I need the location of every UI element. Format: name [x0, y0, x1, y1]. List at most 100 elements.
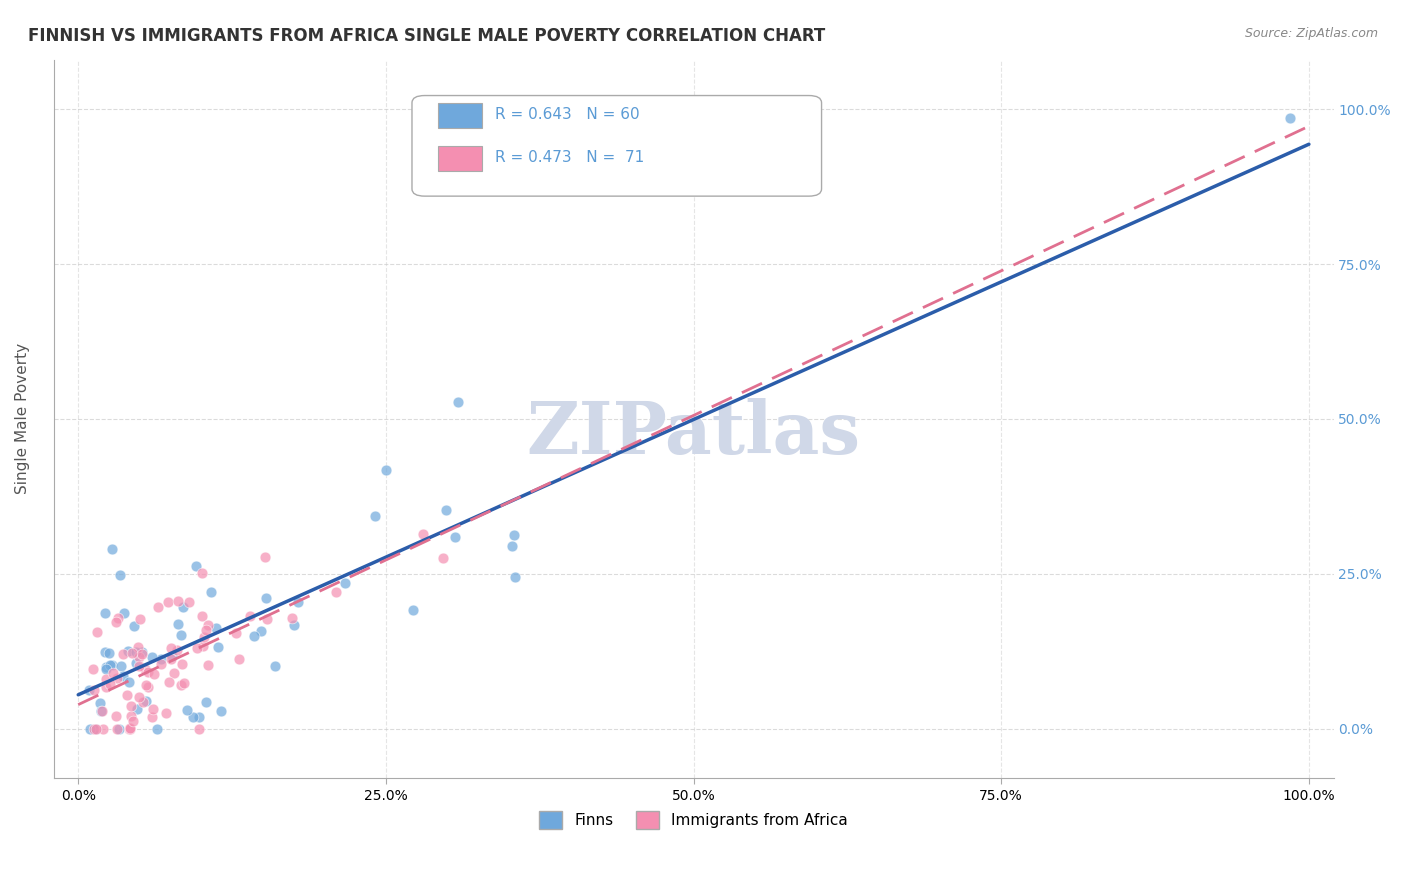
Point — [287, 594, 309, 608]
Y-axis label: Single Male Poverty: Single Male Poverty — [15, 343, 30, 494]
Point — [118, 722, 141, 736]
Legend: Finns, Immigrants from Africa: Finns, Immigrants from Africa — [533, 805, 855, 835]
Point — [91, 722, 114, 736]
Point — [96, 680, 118, 694]
Point — [131, 645, 153, 659]
Point — [101, 658, 124, 673]
Point — [141, 710, 163, 724]
Point — [89, 697, 111, 711]
Point — [172, 599, 194, 614]
Point — [167, 616, 190, 631]
Point — [94, 606, 117, 620]
Point — [94, 659, 117, 673]
Point — [84, 722, 107, 736]
Point — [82, 662, 104, 676]
Point — [121, 708, 143, 723]
Point — [128, 650, 150, 665]
Point — [141, 650, 163, 665]
Point — [98, 677, 121, 691]
Point — [135, 694, 157, 708]
Point — [131, 695, 153, 709]
Point — [225, 626, 247, 640]
Point — [434, 503, 457, 517]
Bar — [437, 103, 482, 128]
Point — [412, 527, 434, 541]
Point — [142, 667, 165, 681]
Point — [176, 703, 198, 717]
Point — [149, 657, 172, 671]
Point — [121, 714, 143, 729]
Point — [90, 704, 112, 718]
Point — [94, 662, 117, 676]
Point — [79, 722, 101, 736]
Point — [249, 624, 271, 639]
Text: R = 0.643   N = 60: R = 0.643 N = 60 — [495, 107, 640, 121]
Point — [193, 630, 215, 644]
Point — [186, 558, 208, 573]
Point — [145, 722, 167, 736]
Point — [121, 647, 143, 661]
Point — [104, 709, 127, 723]
Point — [172, 657, 194, 671]
Point — [364, 508, 387, 523]
Point — [197, 617, 219, 632]
Point — [200, 584, 222, 599]
Point — [444, 530, 467, 544]
Point — [110, 659, 132, 673]
Point — [503, 570, 526, 584]
Point — [157, 595, 180, 609]
Point — [191, 609, 214, 624]
Point — [188, 722, 211, 736]
Point — [243, 629, 266, 643]
Text: Source: ZipAtlas.com: Source: ZipAtlas.com — [1244, 27, 1378, 40]
Point — [105, 722, 128, 736]
Point — [194, 695, 217, 709]
Point — [205, 621, 228, 635]
Point — [256, 612, 278, 626]
Text: ZIPatlas: ZIPatlas — [526, 398, 860, 469]
Point — [155, 706, 177, 721]
Point — [1279, 112, 1302, 126]
Point — [77, 682, 100, 697]
Point — [325, 584, 347, 599]
Point — [173, 676, 195, 690]
Point — [197, 657, 219, 672]
Point — [105, 671, 128, 685]
Point — [188, 709, 211, 723]
Point — [117, 644, 139, 658]
Point — [447, 395, 470, 409]
Point — [209, 705, 232, 719]
Point — [159, 640, 181, 655]
Text: FINNISH VS IMMIGRANTS FROM AFRICA SINGLE MALE POVERTY CORRELATION CHART: FINNISH VS IMMIGRANTS FROM AFRICA SINGLE… — [28, 27, 825, 45]
Point — [112, 607, 135, 621]
Point — [110, 568, 132, 582]
Point — [402, 602, 425, 616]
Point — [170, 678, 193, 692]
Point — [98, 657, 121, 672]
Point — [160, 652, 183, 666]
Point — [83, 683, 105, 698]
Point — [146, 600, 169, 615]
Point — [83, 722, 105, 736]
Point — [254, 550, 277, 565]
Point — [264, 658, 287, 673]
Point — [191, 566, 214, 580]
Point — [115, 688, 138, 702]
Point — [84, 722, 107, 736]
Point — [91, 704, 114, 718]
Point — [157, 674, 180, 689]
Point — [134, 662, 156, 676]
Point — [179, 595, 201, 609]
Point — [335, 576, 357, 591]
Point — [281, 611, 304, 625]
Point — [432, 550, 454, 565]
Point — [101, 541, 124, 556]
Point — [94, 644, 117, 658]
Point — [128, 612, 150, 626]
Point — [86, 624, 108, 639]
Point — [98, 646, 121, 660]
Point — [120, 698, 142, 713]
Point — [207, 640, 229, 655]
Point — [103, 666, 125, 681]
Point — [163, 666, 186, 681]
